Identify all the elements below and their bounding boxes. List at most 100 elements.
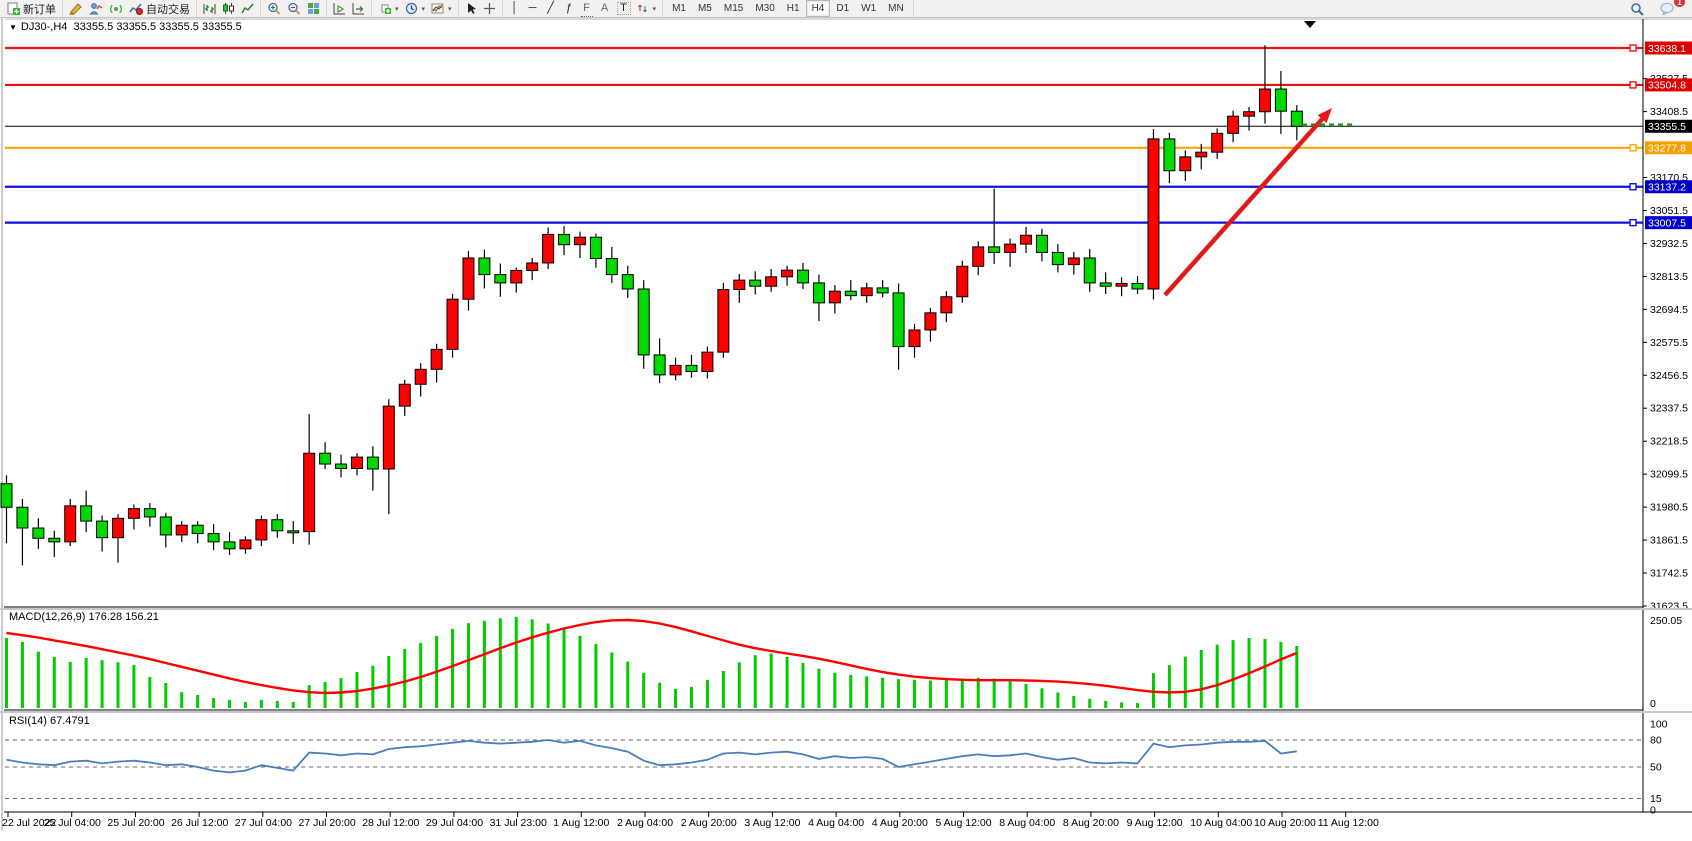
candle	[1099, 272, 1112, 294]
svg-text:33504.8: 33504.8	[1648, 80, 1686, 92]
price-chip: 33638.1	[1645, 41, 1692, 55]
candle	[414, 363, 427, 397]
timeframe-button-h4[interactable]: H4	[805, 0, 831, 17]
timeframe-button-w1[interactable]: W1	[861, 3, 877, 14]
price-tick-label: 32218.5	[1650, 436, 1688, 448]
line-handle[interactable]	[1629, 44, 1637, 52]
timeframe-group: M1 M5 M15 M30 H1 H4 D1 W1 MN	[663, 0, 914, 17]
candle	[828, 285, 841, 314]
candle	[48, 530, 61, 558]
trend-arrow-annotation[interactable]	[1163, 108, 1332, 297]
candle	[1067, 251, 1080, 275]
bar-chart-button[interactable]	[200, 1, 219, 16]
autotrading-icon	[129, 3, 143, 15]
panel-splitter[interactable]	[0, 608, 1692, 610]
timeframe-button-m1[interactable]: M1	[672, 3, 686, 14]
crosshair-button[interactable]	[480, 1, 499, 16]
time-tick-label: 27 Jul 04:00	[235, 817, 292, 829]
price-tick-label: 32813.5	[1650, 271, 1688, 283]
arrows-tool[interactable]: ▾	[634, 1, 660, 16]
rsi-axis-label: 0	[1650, 805, 1656, 817]
line-chart-button[interactable]	[238, 1, 257, 16]
channel-tool[interactable]: F	[578, 1, 596, 17]
candle	[940, 291, 953, 323]
autotrading-button[interactable]: 自动交易	[126, 1, 193, 16]
templates-dropdown-icon: ▾	[448, 5, 452, 13]
time-tick-label: 4 Aug 04:00	[808, 817, 864, 829]
cursor-button[interactable]	[462, 1, 480, 16]
candle	[589, 233, 602, 268]
timeframe-button-m5[interactable]: M5	[697, 3, 712, 14]
candle	[335, 454, 348, 478]
text-label-tool[interactable]: T	[614, 1, 634, 16]
price-tick-label: 33051.5	[1650, 205, 1688, 217]
chart-shift-marker-icon[interactable]	[1304, 21, 1316, 28]
candle	[542, 227, 555, 270]
time-tick-label: 8 Aug 20:00	[1063, 817, 1119, 829]
candlestick-chart-button[interactable]	[219, 1, 238, 16]
price-chip: 33137.2	[1645, 180, 1692, 194]
time-tick-label: 4 Aug 20:00	[872, 817, 928, 829]
time-tick-label: 25 Jul 04:00	[44, 817, 101, 829]
periods-button[interactable]: ▾	[402, 1, 429, 16]
timeframe-button-m30[interactable]: M30	[755, 3, 775, 14]
svg-text:33355.5: 33355.5	[1648, 121, 1686, 133]
time-tick-label: 9 Aug 12:00	[1127, 817, 1183, 829]
time-tick-label: 2 Aug 20:00	[681, 817, 737, 829]
timeframe-button-mn[interactable]: MN	[888, 3, 904, 14]
svg-text:33137.2: 33137.2	[1648, 182, 1686, 194]
time-tick-label: 10 Aug 04:00	[1190, 817, 1252, 829]
timeframe-button-m15[interactable]: M15	[723, 3, 744, 14]
candle	[733, 274, 746, 303]
tile-windows-button[interactable]	[304, 1, 323, 16]
templates-button[interactable]: ▾	[428, 1, 455, 16]
crosshair-icon	[483, 3, 495, 14]
price-tick-label: 32932.5	[1650, 238, 1688, 250]
search-button[interactable]	[1627, 1, 1647, 16]
candle	[988, 188, 1001, 265]
line-handle[interactable]	[1629, 183, 1637, 191]
candle	[844, 280, 857, 301]
channel-icon: F	[580, 1, 593, 17]
market-watch-button[interactable]	[86, 1, 106, 16]
price-tick-label: 31980.5	[1650, 502, 1688, 514]
symbol-title: DJ30-,H4	[20, 21, 68, 33]
fibonacci-icon: ƒ	[565, 2, 572, 14]
indicators-button[interactable]: ▾	[375, 1, 402, 16]
candle	[112, 514, 125, 563]
line-handle[interactable]	[1629, 144, 1637, 152]
zoom-in-button[interactable]	[264, 1, 284, 16]
timeframe-button-h1[interactable]: H1	[786, 3, 800, 14]
market-watch-icon	[89, 3, 103, 15]
candle	[621, 265, 634, 299]
line-handle[interactable]	[1629, 218, 1637, 227]
candle	[430, 343, 443, 383]
new-order-button[interactable]: 新订单	[3, 1, 59, 16]
symbol-title-bar[interactable]: ▼ DJ30-,H4 33355.5 33355.5 33355.5 33355.…	[9, 21, 242, 33]
candle	[1147, 129, 1160, 300]
auto-scroll-button[interactable]	[330, 1, 349, 16]
chart-shift-button[interactable]	[349, 1, 368, 16]
panel-splitter[interactable]	[0, 711, 1692, 713]
text-tool[interactable]: A	[596, 1, 614, 16]
new-order-icon	[7, 2, 20, 15]
svg-text:33277.8: 33277.8	[1648, 143, 1686, 155]
bar-chart-icon	[203, 4, 216, 14]
price-tick-label: 33408.5	[1650, 106, 1688, 118]
rsi-axis-label: 100	[1650, 719, 1668, 731]
trendline-tool[interactable]: ╱	[542, 1, 560, 16]
candle	[573, 231, 586, 258]
fibonacci-tool[interactable]: ƒ	[560, 1, 578, 16]
horizontal-line-tool[interactable]: ─	[524, 1, 542, 16]
vertical-line-tool[interactable]: │	[506, 1, 524, 16]
line-handle[interactable]	[1629, 81, 1637, 89]
styles-button[interactable]	[66, 1, 86, 16]
zoom-out-button[interactable]	[284, 1, 304, 16]
horizontal-line-icon: ─	[528, 2, 537, 14]
signals-button[interactable]	[106, 1, 126, 16]
price-tick-label: 32456.5	[1650, 370, 1688, 382]
notifications-button[interactable]: 1	[1657, 0, 1685, 16]
signals-icon	[110, 4, 122, 14]
timeframe-button-d1[interactable]: D1	[836, 3, 850, 14]
